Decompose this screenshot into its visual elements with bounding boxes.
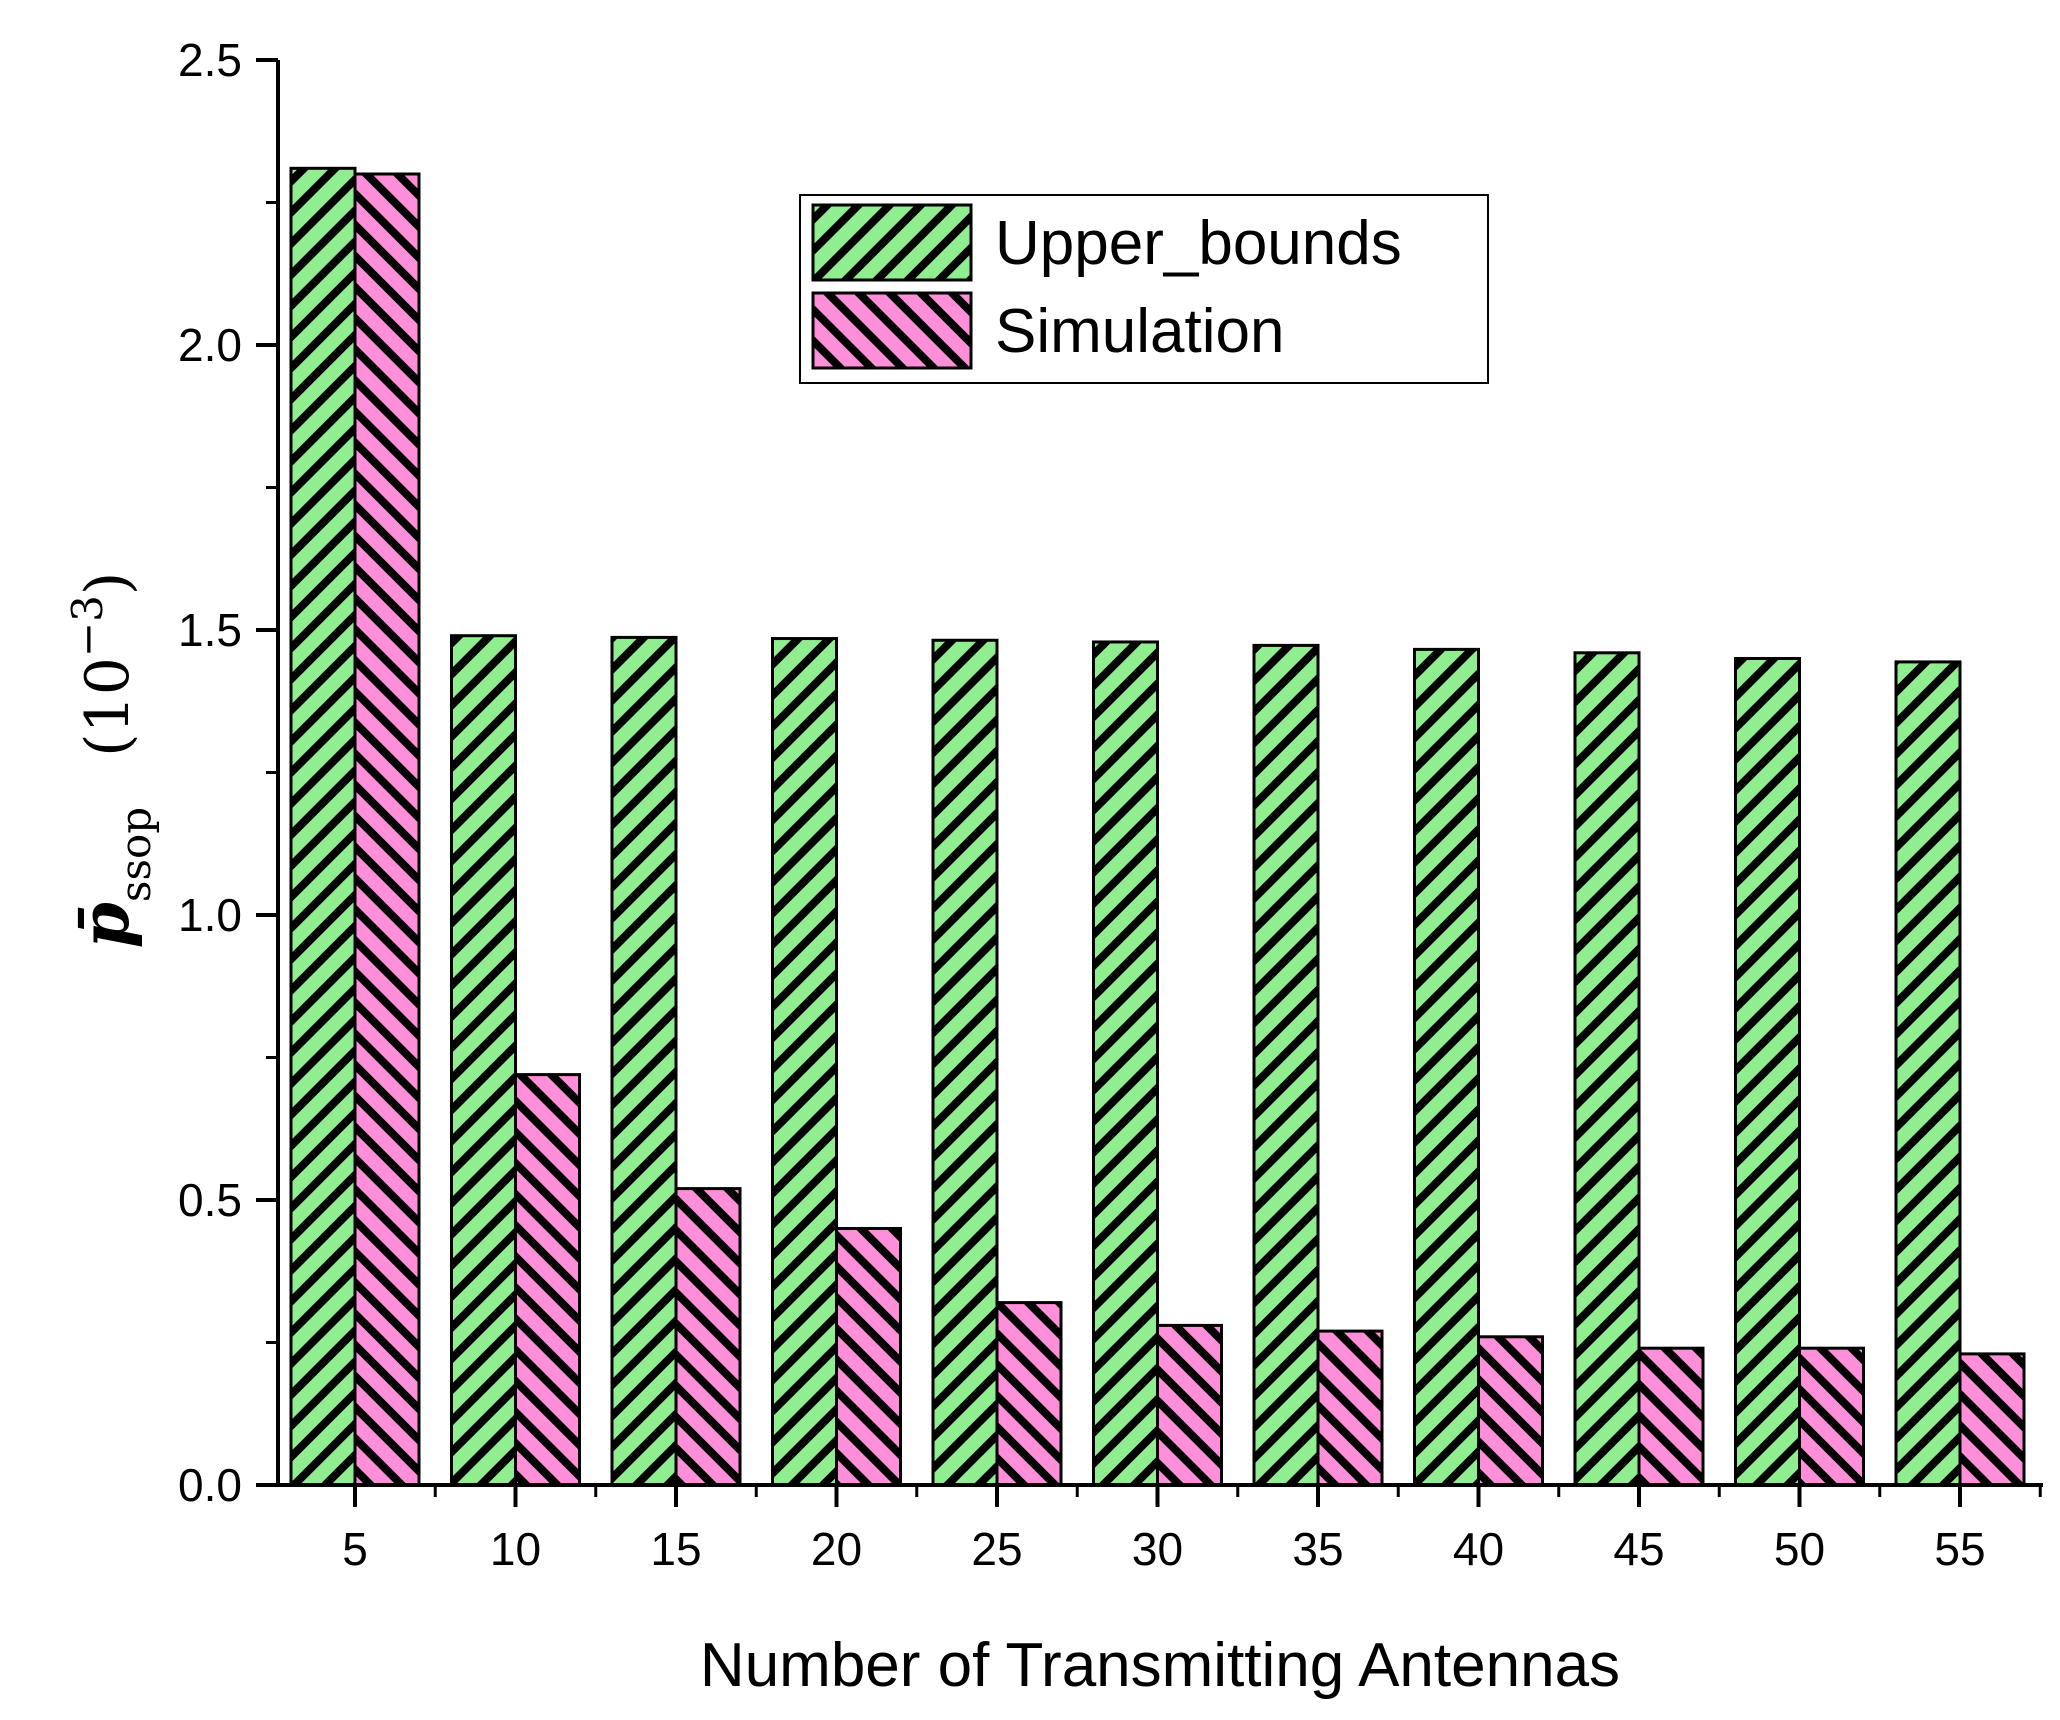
y-axis-symbol: p̄: [66, 902, 144, 948]
y-tick-label: 2.0: [178, 319, 242, 371]
bar-upper-bounds-15: [610, 635, 678, 1487]
y-tick-label: 2.5: [178, 34, 242, 86]
bar-upper-bounds-55: [1894, 660, 1962, 1487]
x-tick-label: 55: [1934, 1523, 1985, 1575]
y-tick-label: 1.5: [178, 604, 242, 656]
x-tick-label: 10: [490, 1523, 541, 1575]
legend-swatch-upper-bounds: [811, 203, 973, 282]
bar-simulation-50: [1798, 1346, 1865, 1487]
x-tick-label: 35: [1292, 1523, 1343, 1575]
y-axis-subscript: ssop: [111, 807, 160, 902]
bar-upper-bounds-20: [771, 637, 838, 1487]
bar-upper-bounds-40: [1413, 647, 1480, 1487]
x-tick-label: 50: [1774, 1523, 1825, 1575]
x-tick-label: 5: [342, 1523, 368, 1575]
x-tick-label: 45: [1613, 1523, 1664, 1575]
x-tick-label: 40: [1453, 1523, 1504, 1575]
x-tick-label: 20: [811, 1523, 862, 1575]
x-tick-label: 30: [1132, 1523, 1183, 1575]
bar-upper-bounds-50: [1734, 657, 1801, 1487]
bar-simulation-55: [1958, 1352, 2026, 1487]
bar-simulation-40: [1477, 1335, 1544, 1487]
bar-upper-bounds-10: [450, 634, 517, 1487]
bar-simulation-25: [995, 1301, 1063, 1487]
bar-upper-bounds-45: [1573, 651, 1641, 1487]
y-ticks-group: 0.0 0.5 1.0 1.5 2.0 2.5: [178, 34, 278, 1511]
legend-label-simulation: Simulation: [995, 297, 1284, 366]
x-tick-label: 15: [650, 1523, 701, 1575]
bar-simulation-5: [353, 172, 421, 1487]
bar-simulation-15: [674, 1187, 742, 1487]
y-tick-label: 0.5: [178, 1174, 242, 1226]
bar-upper-bounds-30: [1092, 640, 1159, 1487]
bar-upper-bounds-35: [1252, 643, 1320, 1487]
bars-group: [289, 166, 2026, 1487]
bar-simulation-10: [514, 1073, 581, 1487]
bar-upper-bounds-5: [289, 166, 357, 1487]
bar-upper-bounds-25: [931, 638, 999, 1487]
y-axis-unit: (10: [73, 657, 143, 757]
bar-simulation-35: [1316, 1329, 1384, 1487]
x-tick-label: 25: [971, 1523, 1022, 1575]
y-axis-exponent: −3: [63, 595, 112, 657]
svg-text:p̄ssop(10−3): p̄ssop (10−3): [63, 572, 160, 949]
bar-simulation-45: [1637, 1346, 1705, 1487]
legend-swatch-simulation: [811, 291, 973, 370]
y-axis-unit-close: ): [73, 572, 143, 595]
y-tick-label: 0.0: [178, 1459, 242, 1511]
y-tick-label: 1.0: [178, 889, 242, 941]
bar-simulation-20: [835, 1227, 902, 1487]
y-axis-title: p̄ssop (10−3): [63, 572, 160, 949]
bar-simulation-30: [1156, 1323, 1223, 1487]
legend-label-upper-bounds: Upper_bounds: [995, 209, 1402, 278]
x-ticks-group: 5 10 15 20 25 30 35 40 45 50 55: [342, 1485, 2042, 1575]
legend: Upper_bounds Simulation: [799, 194, 1489, 384]
x-axis-title: Number of Transmitting Antennas: [700, 1631, 1620, 1700]
